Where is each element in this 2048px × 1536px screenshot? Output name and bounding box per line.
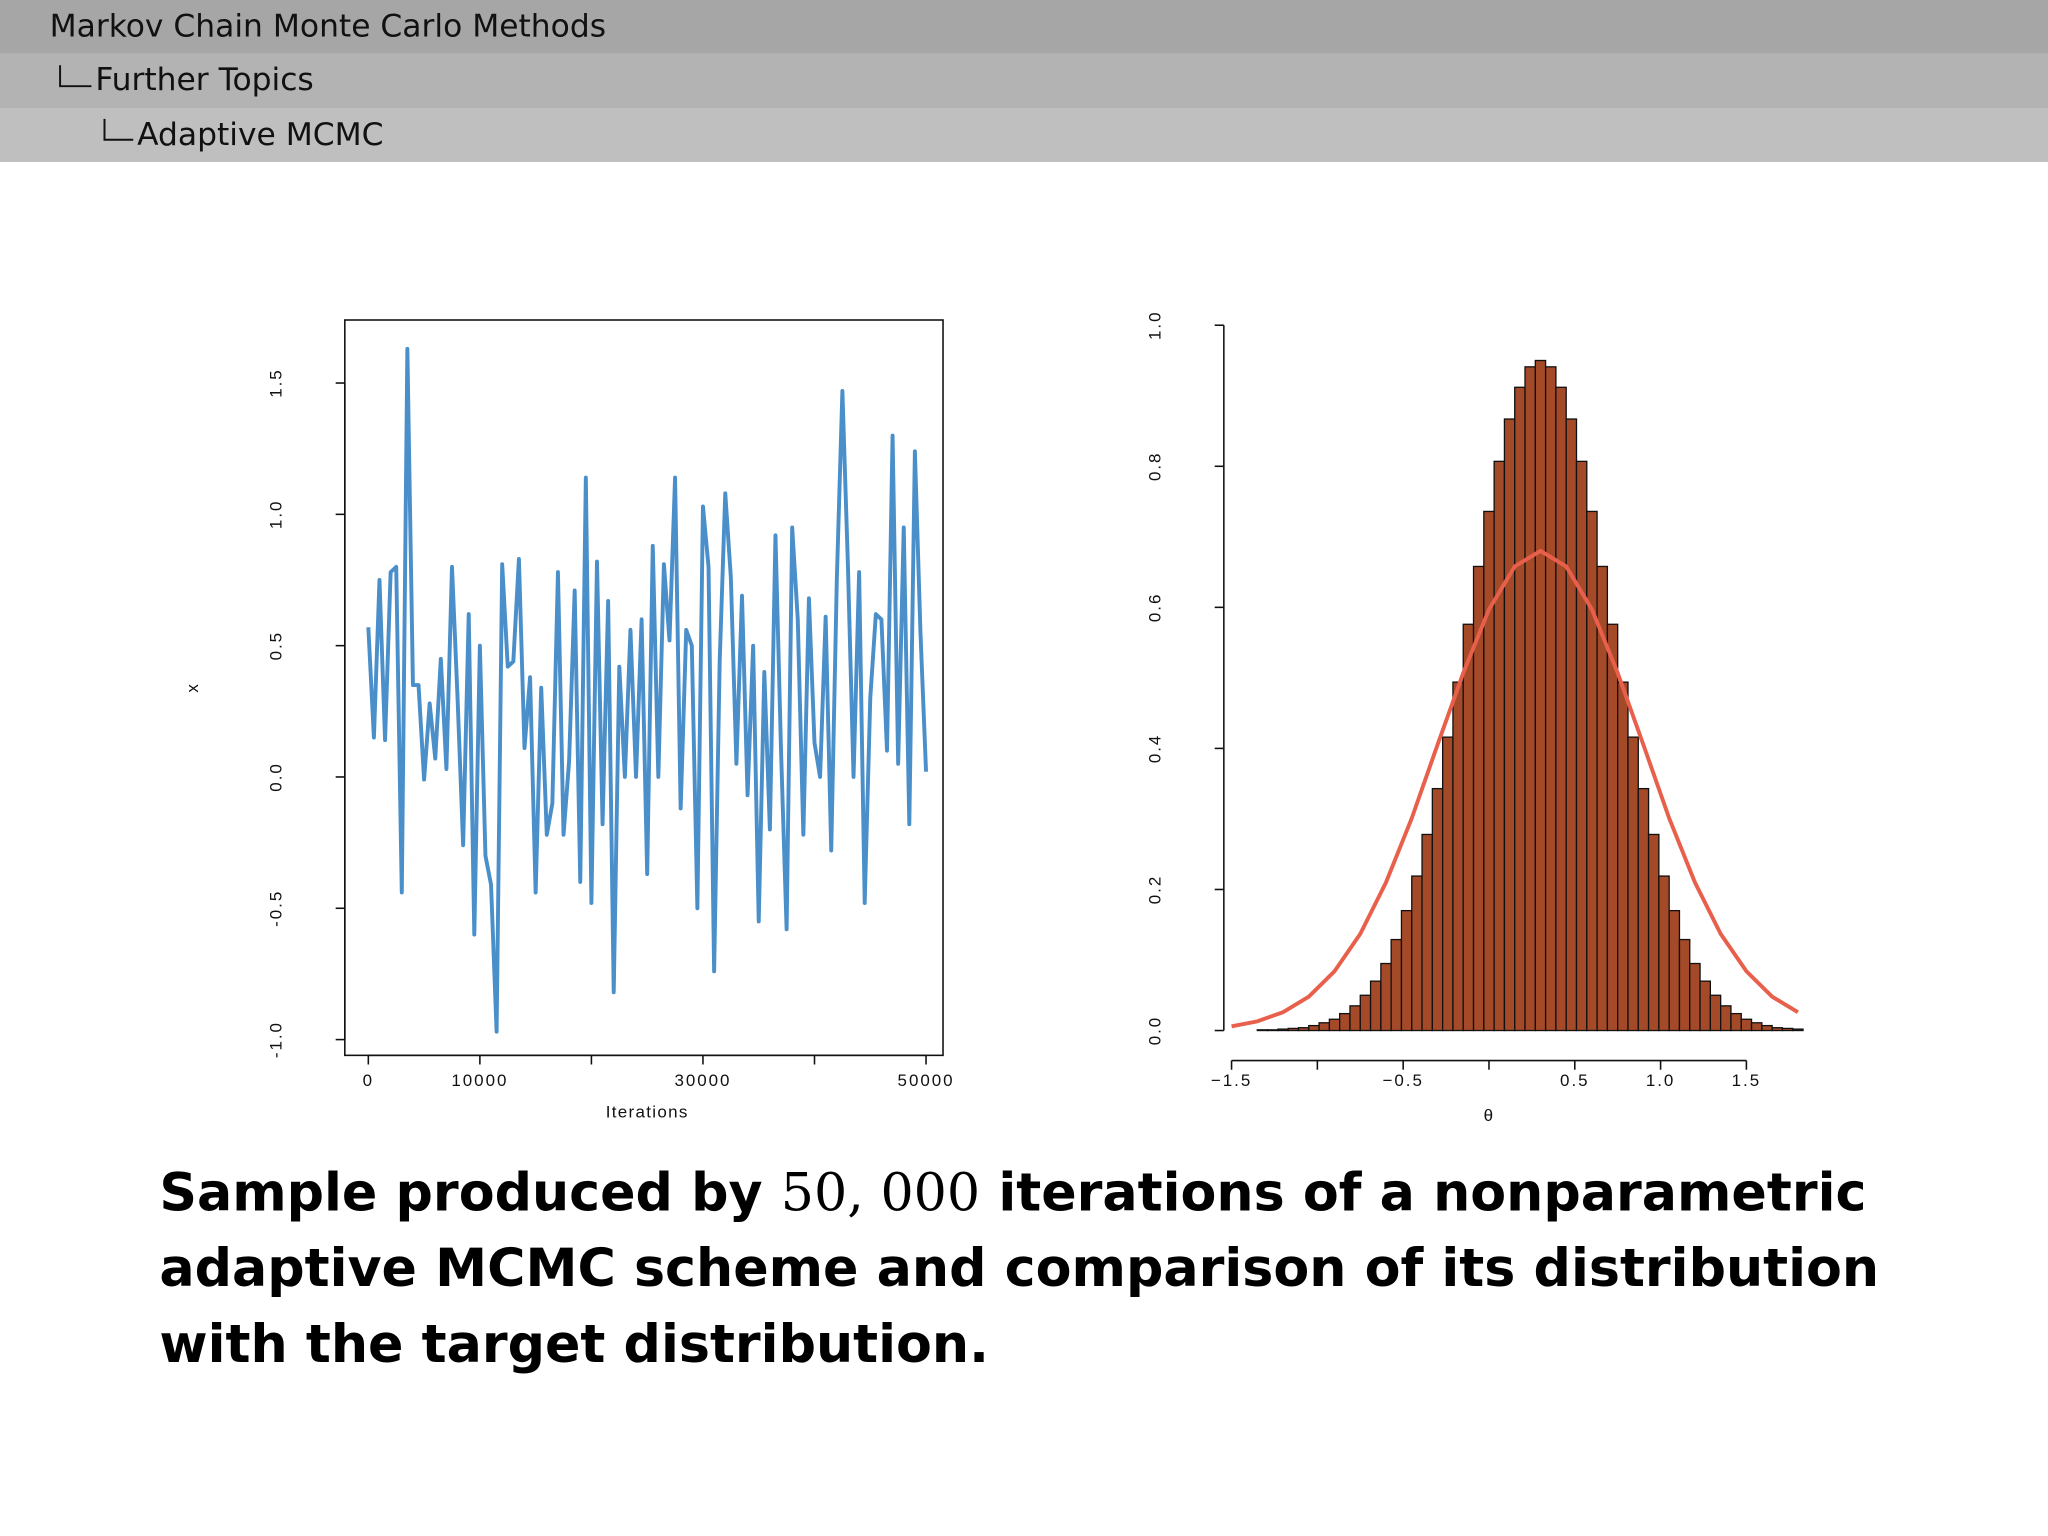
histogram-bar <box>1390 938 1403 1032</box>
histogram-bar <box>1781 1027 1794 1032</box>
histogram-bar <box>1431 787 1444 1032</box>
histogram-bar <box>1544 366 1557 1032</box>
header-section: Further Topics <box>95 62 313 98</box>
x-tick-label: −1.5 <box>1211 1071 1252 1090</box>
x-tick-label: 30000 <box>674 1071 731 1090</box>
histogram-bar <box>1287 1027 1300 1032</box>
caption-line: with the target distribution. <box>159 1315 989 1375</box>
histogram-bar <box>1668 909 1681 1032</box>
histogram-bar <box>1503 418 1516 1032</box>
histogram-bar <box>1647 833 1660 1032</box>
trace-line <box>366 346 928 1034</box>
histogram-bar <box>1761 1024 1773 1032</box>
density-curve <box>1231 548 1799 1029</box>
caption-line: Sample produced by 50, 000 iterations of… <box>159 1163 1866 1224</box>
histogram-bar <box>1720 1005 1732 1032</box>
histogram-bar <box>1555 386 1567 1032</box>
y-tick-label: 0.4 <box>1145 734 1164 763</box>
histogram-bar <box>1750 1022 1763 1032</box>
x-axis-label: Iterations <box>606 1102 689 1121</box>
histogram-bar <box>1658 875 1670 1032</box>
y-tick-label: -1.0 <box>266 1021 285 1058</box>
y-tick-label: 0.5 <box>266 631 285 660</box>
histogram-bar <box>1411 875 1423 1032</box>
histogram-bar <box>1565 418 1578 1032</box>
y-tick-label: 1.0 <box>266 500 285 529</box>
histogram-bar <box>1421 833 1433 1032</box>
histogram-bar <box>1514 386 1526 1032</box>
x-tick-label: 50000 <box>898 1071 955 1090</box>
histogram-bar <box>1380 962 1392 1032</box>
histogram-bar <box>1730 1012 1742 1032</box>
histogram-bar <box>1606 623 1619 1032</box>
y-tick-label: 0.2 <box>1145 875 1164 904</box>
histogram-bar <box>1524 366 1536 1032</box>
histogram-bar <box>1318 1022 1331 1032</box>
histogram-bar <box>1349 1005 1361 1032</box>
histogram-bar <box>1678 938 1691 1032</box>
histogram-bar <box>1792 1028 1804 1032</box>
histogram-bar <box>1308 1024 1320 1032</box>
x-tick-label: 0.5 <box>1560 1071 1589 1090</box>
histogram-bar <box>1369 980 1382 1032</box>
histogram-bar <box>1689 962 1701 1032</box>
y-axis-label: x <box>183 683 202 693</box>
tree-connector <box>103 118 134 141</box>
x-tick-label: 0 <box>363 1071 374 1090</box>
histogram-bar <box>1359 994 1372 1032</box>
histogram-bar <box>1586 510 1598 1032</box>
histogram-bar <box>1297 1027 1310 1032</box>
histogram-bar <box>1627 736 1639 1032</box>
y-tick-label: -0.5 <box>266 890 285 927</box>
header-subsection: Adaptive MCMC <box>137 117 383 153</box>
histogram-bar <box>1699 980 1712 1032</box>
x-axis-label: θ <box>1484 1106 1495 1125</box>
y-tick-label: 0.6 <box>1145 593 1164 622</box>
histogram-bar <box>1709 994 1722 1032</box>
histogram-bar <box>1483 510 1495 1032</box>
header-title: Markov Chain Monte Carlo Methods <box>50 8 606 44</box>
histogram-bar <box>1462 623 1475 1032</box>
histogram-bar <box>1617 681 1629 1032</box>
histogram-bar <box>1339 1012 1351 1032</box>
histogram-bar <box>1277 1028 1289 1032</box>
histogram-bar <box>1771 1027 1784 1032</box>
histogram-bar <box>1452 681 1464 1032</box>
y-tick-label: 0.0 <box>266 762 285 791</box>
histogram-bar <box>1637 787 1650 1032</box>
caption-line: adaptive MCMC scheme and comparison of i… <box>159 1239 1879 1299</box>
histogram-bar <box>1400 909 1413 1032</box>
x-tick-label: 10000 <box>451 1071 508 1090</box>
histogram-bar <box>1266 1029 1279 1032</box>
histogram-bar <box>1328 1018 1341 1032</box>
y-tick-label: 1.5 <box>266 368 285 397</box>
header-bar <box>0 53 2048 109</box>
histogram-bar <box>1441 736 1454 1032</box>
tree-connector <box>59 65 92 88</box>
histogram-bar <box>1740 1018 1753 1032</box>
caption-text: iterations of a nonparametric <box>998 1163 1866 1223</box>
x-tick-label: 1.0 <box>1646 1071 1675 1090</box>
header-bar <box>0 0 2048 54</box>
y-tick-label: 0.8 <box>1145 452 1164 481</box>
x-tick-label: −0.5 <box>1383 1071 1424 1090</box>
histogram-bar <box>1534 359 1547 1032</box>
y-tick-label: 1.0 <box>1145 310 1164 339</box>
y-tick-label: 0.0 <box>1145 1016 1164 1045</box>
histogram-bar <box>1575 460 1588 1032</box>
caption-text: Sample produced by <box>159 1163 762 1223</box>
header-bar <box>0 108 2048 162</box>
x-tick-label: 1.5 <box>1732 1071 1761 1090</box>
histogram-bar <box>1256 1029 1269 1032</box>
histogram-bar <box>1493 460 1506 1032</box>
caption-math: 50, 000 <box>781 1163 980 1223</box>
